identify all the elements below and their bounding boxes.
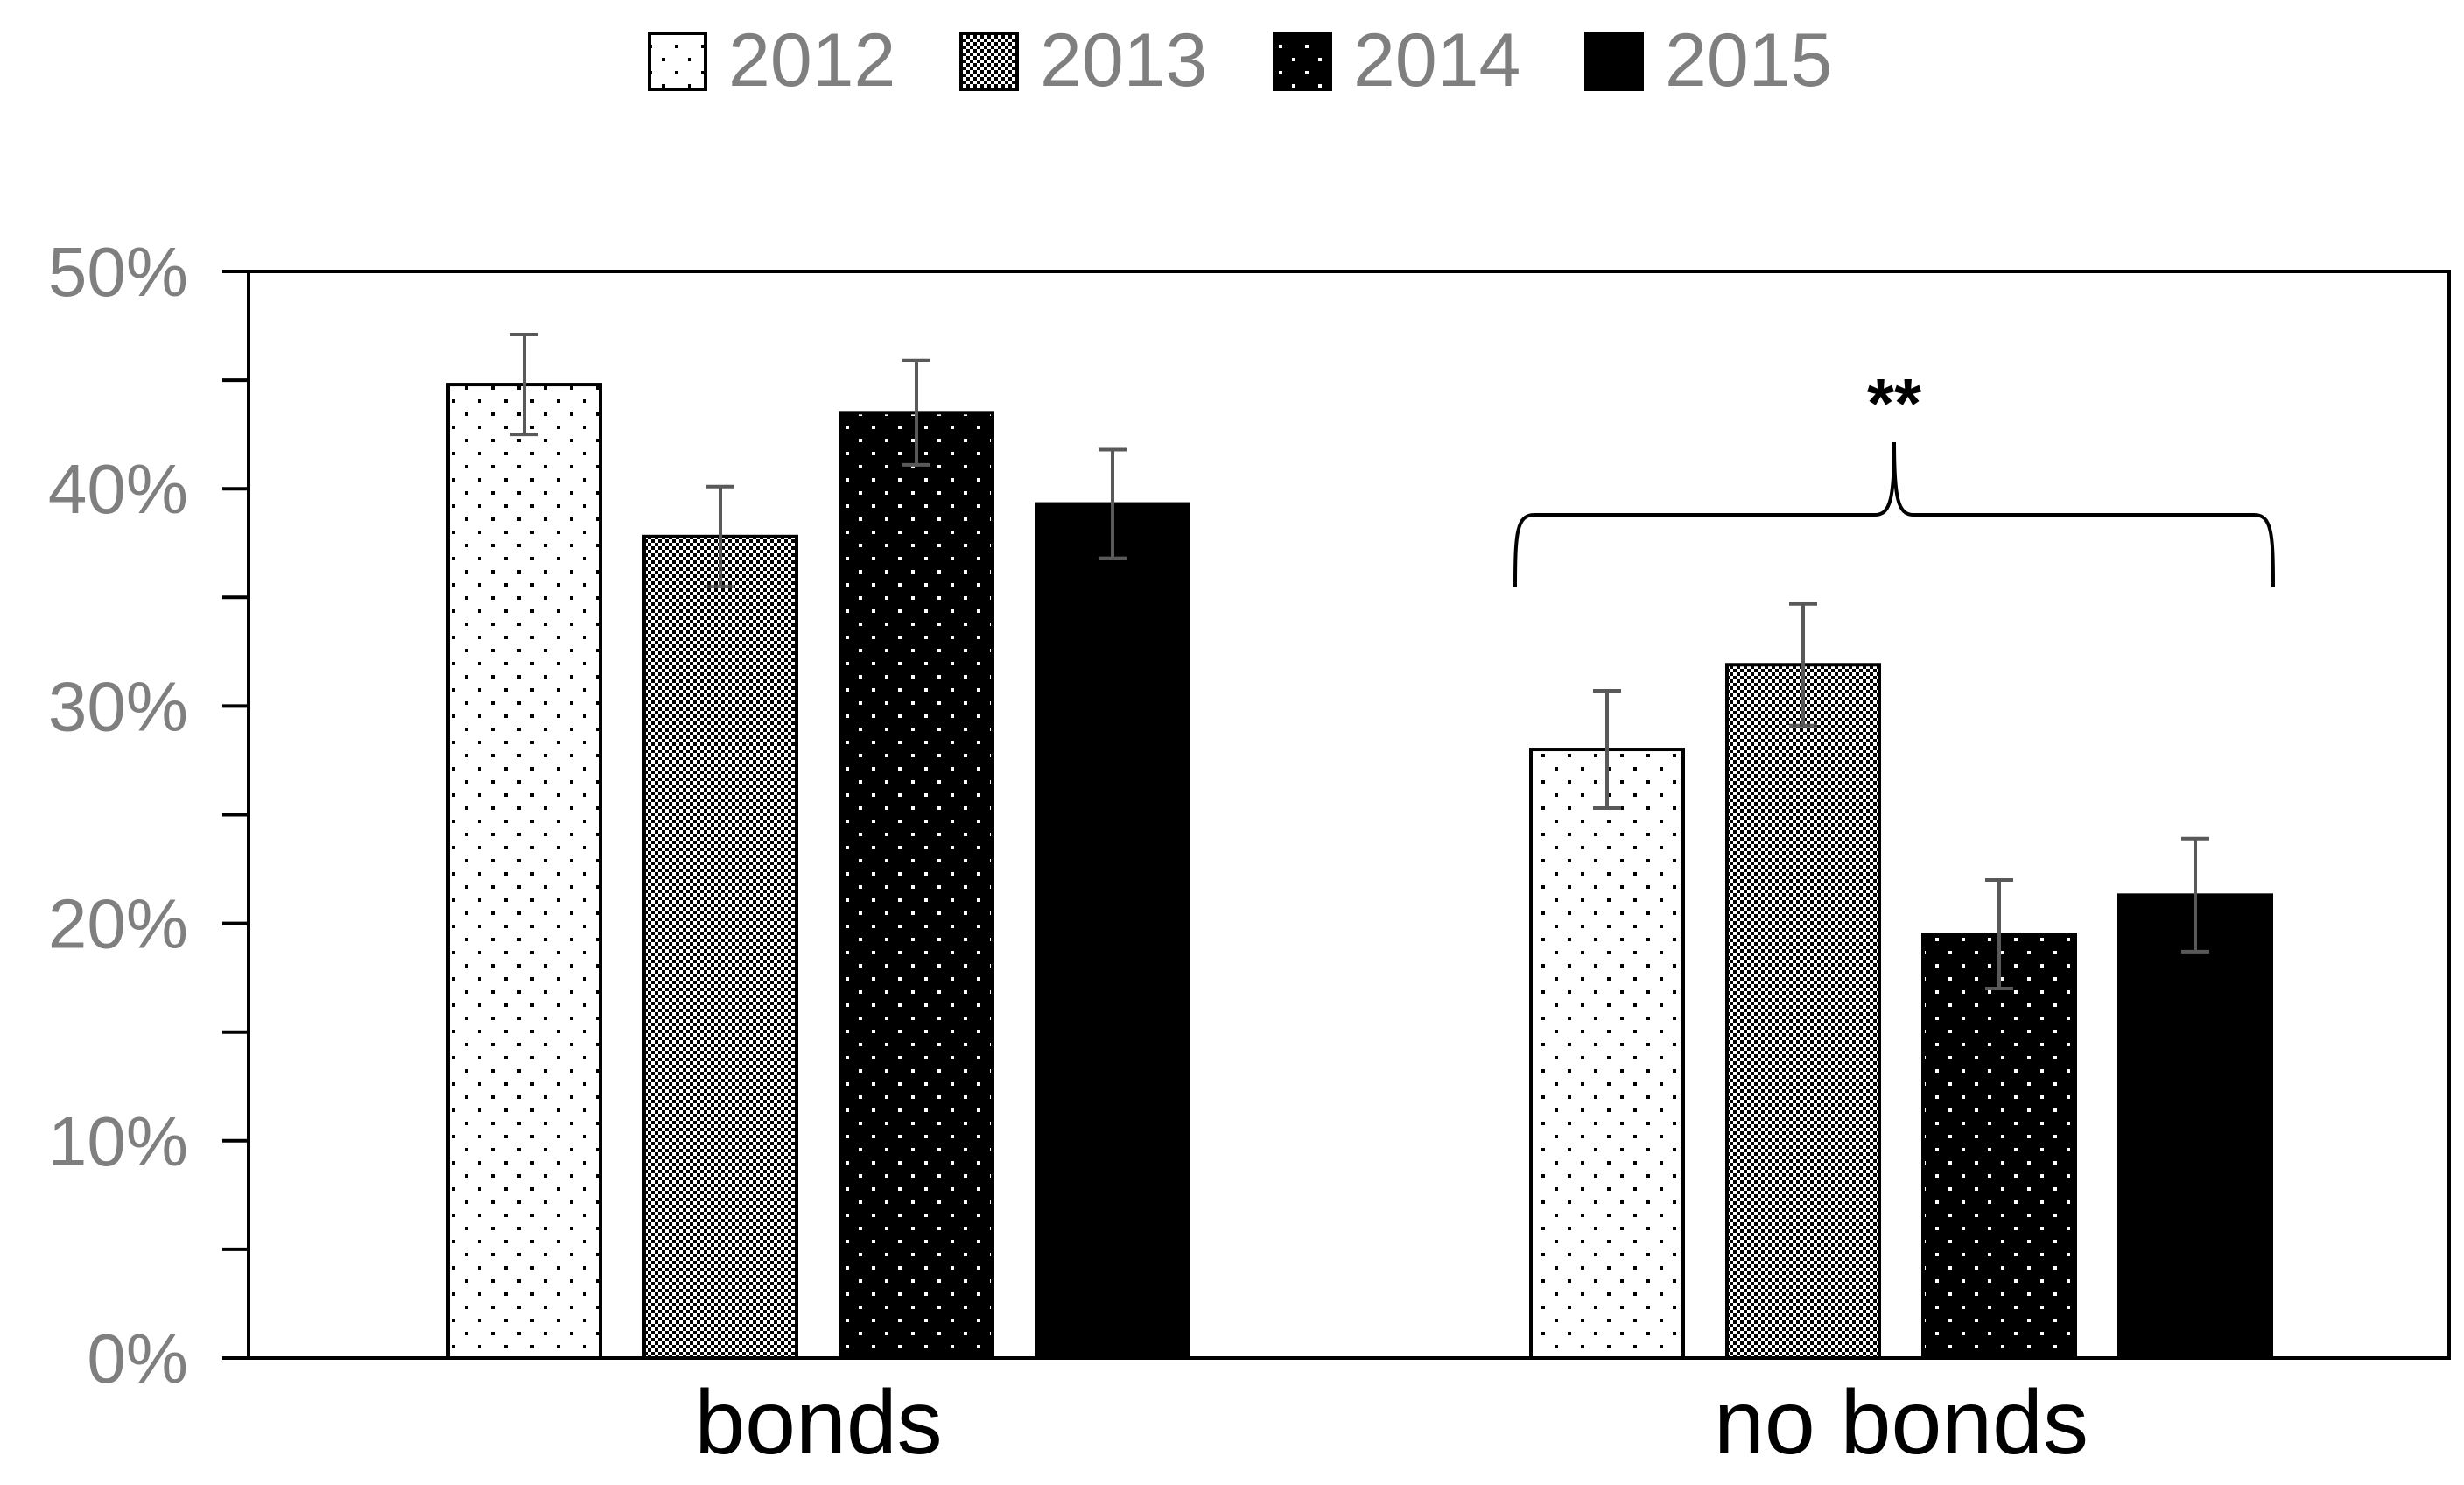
legend: 2012 2013 2014 2015 [648, 18, 1832, 102]
legend-swatch [1273, 32, 1332, 91]
bar [1035, 502, 1190, 1360]
legend-item: 2014 [1273, 18, 1520, 102]
bar [642, 534, 798, 1360]
bar [1529, 748, 1685, 1360]
y-tick-label: 30% [48, 667, 188, 745]
bar [2117, 893, 2273, 1360]
y-tick-label: 0% [87, 1320, 188, 1397]
bar [446, 383, 602, 1361]
legend-swatch [648, 32, 707, 91]
legend-swatch [959, 32, 1019, 91]
legend-item: 2012 [648, 18, 895, 102]
y-axis: 0% 10% 20% 30% 40% 50% bonds no bonds [48, 233, 2451, 1474]
significance-brace [1513, 441, 2275, 588]
bar [1725, 663, 1881, 1360]
legend-label: 2014 [1353, 18, 1520, 102]
bar [1921, 933, 2077, 1360]
y-tick-label: 50% [48, 233, 188, 311]
y-tick-label: 40% [48, 450, 188, 528]
category-label: no bonds [1714, 1372, 2088, 1474]
legend-swatch [1584, 32, 1644, 91]
error-bars [510, 332, 2209, 991]
significance-label: ** [1867, 364, 1922, 442]
y-tick-label: 20% [48, 885, 188, 963]
legend-label: 2015 [1665, 18, 1832, 102]
legend-item: 2015 [1584, 18, 1832, 102]
y-tick-label: 10% [48, 1102, 188, 1180]
legend-label: 2013 [1040, 18, 1207, 102]
legend-label: 2012 [728, 18, 895, 102]
category-label: bonds [694, 1372, 942, 1474]
legend-item: 2013 [959, 18, 1207, 102]
bar [839, 411, 994, 1361]
bars [446, 383, 2273, 1361]
annotations: ** [1513, 364, 2275, 588]
